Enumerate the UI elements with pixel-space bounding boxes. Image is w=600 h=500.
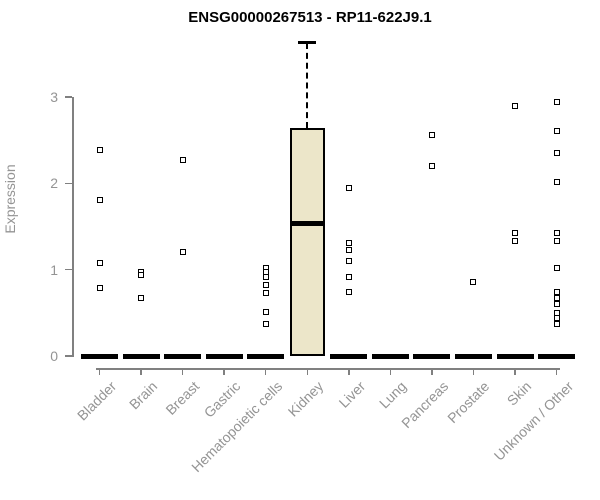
data-point bbox=[553, 315, 560, 321]
data-point bbox=[512, 238, 518, 245]
y-tick-label: 0 bbox=[50, 348, 58, 364]
x-tick bbox=[472, 368, 475, 375]
whisker-cap bbox=[298, 41, 317, 44]
data-point bbox=[553, 127, 560, 134]
data-point bbox=[345, 184, 352, 191]
data-point bbox=[553, 238, 560, 245]
x-tick bbox=[306, 368, 308, 375]
data-point bbox=[553, 150, 560, 157]
y-axis-line bbox=[72, 97, 74, 357]
median-dash bbox=[454, 353, 492, 359]
data-point bbox=[345, 273, 352, 280]
data-point bbox=[96, 259, 103, 266]
y-tick bbox=[65, 268, 72, 271]
data-point bbox=[96, 284, 103, 291]
y-tick-label: 1 bbox=[50, 261, 58, 278]
box-kidney bbox=[289, 128, 325, 356]
data-point bbox=[345, 289, 352, 296]
data-point bbox=[345, 239, 352, 246]
data-point bbox=[262, 321, 269, 328]
median-dash bbox=[164, 353, 202, 359]
data-point bbox=[428, 163, 435, 170]
data-point bbox=[138, 271, 145, 278]
median-dash bbox=[205, 353, 243, 359]
median-dash bbox=[538, 353, 576, 359]
data-point bbox=[262, 282, 269, 289]
y-tick bbox=[65, 355, 72, 357]
data-point bbox=[428, 131, 435, 138]
x-tick bbox=[348, 368, 350, 375]
y-tick-label: 2 bbox=[50, 175, 58, 192]
data-point bbox=[96, 196, 103, 203]
box-median-line bbox=[291, 220, 323, 226]
data-point bbox=[553, 295, 560, 302]
median-dash bbox=[496, 353, 534, 359]
median-dash bbox=[413, 353, 451, 359]
median-dash bbox=[81, 353, 118, 359]
data-point bbox=[553, 264, 560, 271]
data-point bbox=[179, 157, 186, 164]
y-axis-title: Expression bbox=[2, 164, 18, 234]
chart-title: ENSG00000267513 - RP11-622J9.1 bbox=[188, 9, 432, 26]
data-point bbox=[553, 301, 560, 308]
x-tick bbox=[98, 368, 101, 375]
whisker bbox=[306, 42, 309, 129]
data-point bbox=[138, 295, 145, 302]
data-point bbox=[512, 230, 518, 237]
x-tick bbox=[555, 368, 558, 375]
median-dash bbox=[330, 353, 368, 359]
y-tick bbox=[65, 96, 72, 98]
x-tick bbox=[223, 368, 225, 375]
x-tick bbox=[431, 368, 433, 375]
data-point bbox=[345, 246, 352, 253]
data-point bbox=[262, 273, 269, 280]
x-tick bbox=[389, 368, 392, 375]
x-axis-line bbox=[96, 368, 560, 370]
data-point bbox=[553, 230, 560, 237]
data-point bbox=[96, 146, 103, 153]
median-dash bbox=[247, 353, 285, 359]
data-point bbox=[553, 289, 560, 296]
data-point bbox=[179, 249, 186, 256]
x-tick bbox=[264, 368, 267, 375]
data-point bbox=[512, 102, 518, 109]
x-tick bbox=[514, 368, 516, 375]
y-tick-label: 3 bbox=[50, 89, 58, 105]
data-point bbox=[470, 278, 477, 285]
x-tick bbox=[181, 368, 184, 375]
y-tick bbox=[65, 182, 72, 185]
median-dash bbox=[122, 353, 160, 359]
data-point bbox=[262, 308, 269, 315]
median-dash bbox=[371, 353, 409, 359]
data-point bbox=[262, 289, 269, 296]
data-point bbox=[345, 258, 352, 265]
data-point bbox=[553, 321, 560, 328]
data-point bbox=[553, 99, 560, 106]
data-point bbox=[553, 178, 560, 185]
x-tick bbox=[140, 368, 142, 375]
